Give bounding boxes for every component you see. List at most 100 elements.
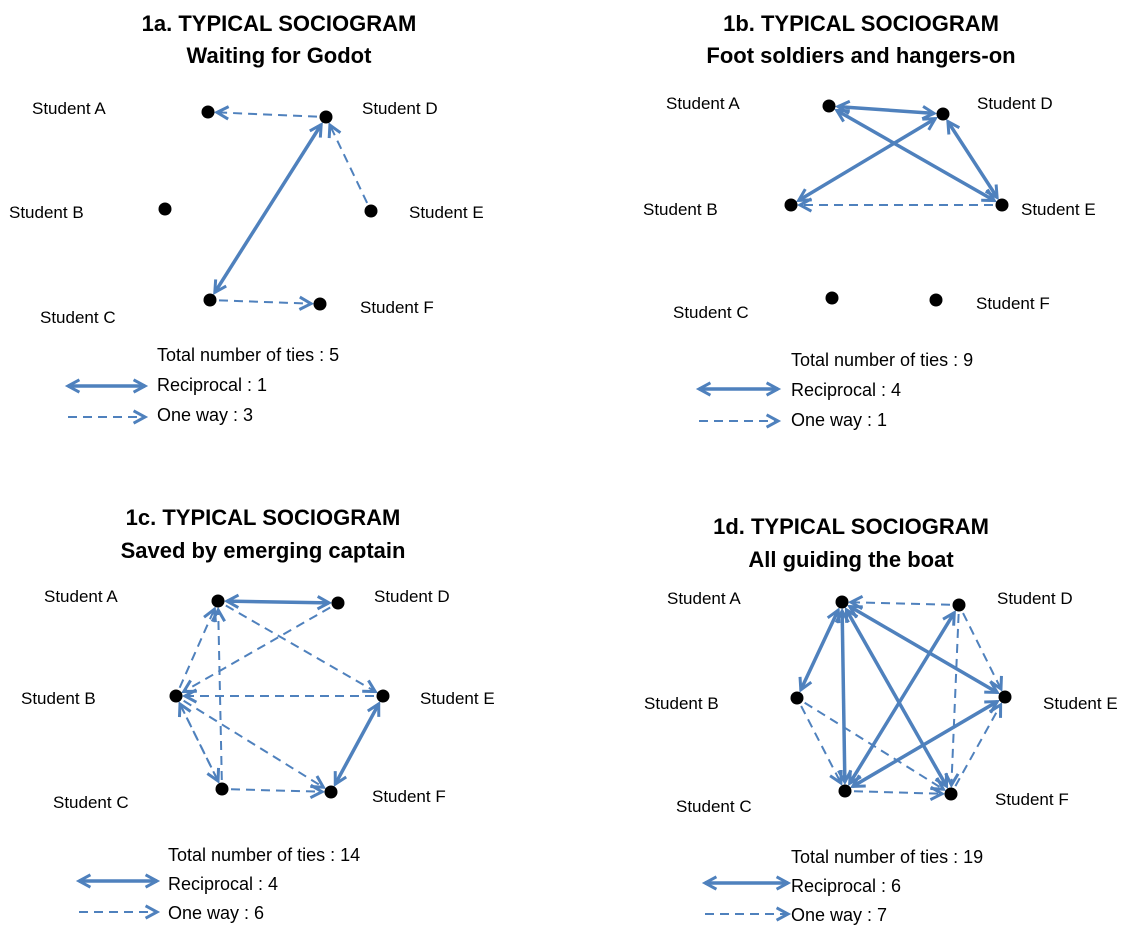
label-student-b: Student B — [643, 200, 718, 219]
reciprocal-tie-a-e — [848, 605, 999, 694]
reciprocal-count: Reciprocal : 4 — [791, 380, 902, 400]
label-student-a: Student A — [667, 589, 741, 608]
arrowhead — [132, 378, 149, 394]
oneway-tie-c-f — [218, 299, 312, 305]
label-student-a: Student A — [32, 99, 106, 118]
label-student-e: Student E — [409, 203, 484, 222]
oneway-tie-b-f — [804, 701, 944, 791]
reciprocal-tie-a-f — [844, 608, 949, 788]
label-student-a: Student A — [44, 587, 118, 606]
label-student-b: Student B — [21, 689, 96, 708]
oneway-tie-b-c — [179, 703, 219, 782]
arrowhead — [844, 607, 859, 623]
reciprocal-tie-d-e — [946, 120, 999, 199]
label-student-c: Student C — [53, 793, 129, 812]
arrowhead — [946, 118, 961, 135]
label-student-d: Student D — [374, 587, 450, 606]
arrowhead — [944, 772, 960, 789]
oneway-tie-c-f — [230, 788, 323, 793]
label-student-c: Student C — [673, 303, 749, 322]
reciprocal-tie-a-d — [226, 599, 330, 605]
arrowhead — [213, 279, 227, 296]
arrowhead — [213, 105, 230, 121]
reciprocal-tie-e-f — [333, 703, 381, 785]
label-student-b: Student B — [9, 203, 84, 222]
arrowhead — [144, 904, 161, 920]
label-student-b: Student B — [644, 694, 719, 713]
label-student-a: Student A — [666, 94, 740, 113]
oneway-count: One way : 6 — [168, 903, 265, 923]
label-student-e: Student E — [1043, 694, 1118, 713]
reciprocal-tie-a-b — [799, 609, 840, 691]
panel-subtitle: Waiting for Godot — [186, 43, 372, 68]
panel-title: 1b. TYPICAL SOCIOGRAM — [723, 11, 999, 36]
reciprocal-count: Reciprocal : 1 — [157, 375, 268, 395]
panel-subtitle: Foot soldiers and hangers-on — [706, 43, 1016, 68]
node-student-c — [203, 293, 217, 307]
node-student-d — [952, 598, 966, 612]
node-student-a — [211, 594, 225, 608]
total-ties: Total number of ties : 19 — [791, 847, 984, 867]
arrowhead — [775, 906, 792, 922]
reciprocal-tie-a-e — [835, 108, 996, 203]
oneway-count: One way : 7 — [791, 905, 888, 925]
arrowhead — [695, 381, 712, 397]
label-student-e: Student E — [1021, 200, 1096, 219]
arrowhead — [775, 875, 792, 891]
reciprocal-tie-a-d — [837, 104, 935, 116]
label-student-f: Student F — [976, 294, 1050, 313]
arrowhead — [765, 381, 782, 397]
panel-1b: 1b. TYPICAL SOCIOGRAM Foot soldiers and … — [566, 0, 1132, 463]
oneway-tie-a-e — [225, 604, 376, 693]
node-student-d — [319, 110, 333, 124]
arrowhead — [942, 610, 956, 626]
oneway-tie-b-c — [800, 705, 842, 784]
arrowhead — [333, 771, 348, 787]
node-student-b — [784, 198, 798, 212]
node-student-b — [790, 691, 804, 705]
oneway-tie-c-f — [853, 790, 943, 795]
node-student-f — [324, 785, 338, 799]
oneway-tie-b-f — [183, 699, 324, 789]
node-student-c — [838, 784, 852, 798]
arrowhead — [144, 873, 161, 889]
oneway-tie-d-b — [183, 606, 331, 693]
node-student-b — [169, 689, 183, 703]
arrowhead — [796, 197, 813, 213]
arrowhead — [309, 783, 326, 800]
arrowhead — [298, 295, 315, 311]
arrowhead — [765, 413, 782, 429]
reciprocal-count: Reciprocal : 6 — [791, 876, 902, 896]
label-student-f: Student F — [372, 787, 446, 806]
arrowhead — [988, 702, 1003, 718]
panel-title: 1a. TYPICAL SOCIOGRAM — [141, 11, 417, 36]
oneway-tie-d-f — [950, 613, 960, 786]
node-student-a — [822, 99, 836, 113]
arrowhead — [798, 676, 813, 693]
node-student-b — [158, 202, 172, 216]
node-student-c — [215, 782, 229, 796]
panel-1a: 1a. TYPICAL SOCIOGRAM Waiting for Godot … — [0, 0, 566, 463]
node-student-e — [998, 690, 1012, 704]
arrowhead — [327, 122, 342, 139]
arrowhead — [989, 675, 1003, 692]
label-student-d: Student D — [997, 589, 1073, 608]
total-ties: Total number of ties : 14 — [168, 845, 361, 865]
arrowhead — [362, 679, 378, 694]
node-student-e — [376, 689, 390, 703]
reciprocal-tie-c-d — [848, 611, 956, 785]
arrowhead — [223, 593, 240, 609]
arrowhead — [366, 701, 381, 717]
arrowhead — [316, 595, 333, 611]
label-student-e: Student E — [420, 689, 495, 708]
oneway-tie-e-d — [328, 124, 369, 204]
sociogram-1c — [75, 593, 390, 920]
oneway-tie-d-a — [850, 601, 951, 606]
node-student-a — [835, 595, 849, 609]
label-student-c: Student C — [40, 308, 116, 327]
arrowhead — [181, 688, 198, 704]
total-ties: Total number of ties : 9 — [791, 350, 974, 370]
node-student-d — [936, 107, 950, 121]
reciprocal-tie-c-e — [851, 700, 999, 788]
arrowhead — [701, 875, 718, 891]
